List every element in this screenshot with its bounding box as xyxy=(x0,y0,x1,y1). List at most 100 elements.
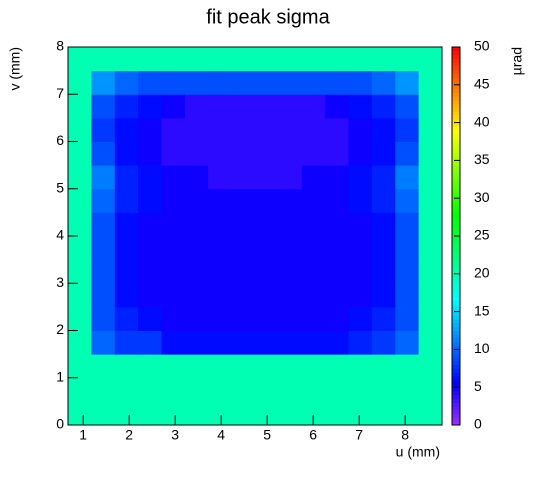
x-tick-label: 8 xyxy=(401,427,409,443)
colorbar-segment xyxy=(452,179,460,184)
heatmap-cell xyxy=(325,377,349,402)
heatmap-cell xyxy=(255,141,279,166)
colorbar-segment xyxy=(452,137,460,142)
colorbar-segment xyxy=(452,54,460,59)
y-tick-label: 2 xyxy=(56,321,64,337)
heatmap-cell xyxy=(301,401,326,426)
colorbar-segment xyxy=(452,160,460,165)
heatmap-cell xyxy=(348,141,373,166)
heatmap-cell xyxy=(418,330,443,355)
colorbar-segment xyxy=(452,141,460,146)
colorbar-segment xyxy=(452,156,460,161)
y-tick-label: 5 xyxy=(56,179,64,195)
heatmap-cell xyxy=(161,354,186,379)
z-tick-label: 45 xyxy=(474,76,490,92)
colorbar-segment xyxy=(452,285,460,290)
heatmap-cell xyxy=(301,354,326,379)
colorbar-segment xyxy=(452,111,460,116)
heatmap-cell xyxy=(278,212,303,237)
heatmap-cell xyxy=(208,354,233,379)
colorbar-segment xyxy=(452,277,460,282)
heatmap-cell xyxy=(114,212,139,237)
heatmap-cell xyxy=(278,47,303,72)
heatmap-cell xyxy=(325,47,349,72)
heatmap-cell xyxy=(255,283,279,308)
heatmap-cell xyxy=(325,165,349,190)
colorbar-segment xyxy=(452,266,460,271)
heatmap-cell xyxy=(138,212,162,237)
heatmap-cell xyxy=(91,283,116,308)
heatmap-cell xyxy=(395,354,420,379)
colorbar-segment xyxy=(452,288,460,294)
heatmap-cell xyxy=(278,259,303,284)
colorbar-segment xyxy=(452,338,460,343)
heatmap-cell xyxy=(208,330,233,355)
colorbar-segment xyxy=(452,198,460,203)
heatmap-cell xyxy=(278,306,303,331)
heatmap-cell xyxy=(91,306,116,331)
heatmap-cell xyxy=(325,306,349,331)
heatmap-cell xyxy=(418,70,443,95)
colorbar-segment xyxy=(452,88,460,93)
heatmap-cell xyxy=(68,377,92,402)
heatmap-cell xyxy=(91,47,116,72)
heatmap-cell xyxy=(138,377,162,402)
colorbar-segment xyxy=(452,273,460,279)
heatmap-cell xyxy=(208,47,233,72)
heatmap-cell xyxy=(114,47,139,72)
heatmap-cell xyxy=(418,94,443,119)
colorbar-segment xyxy=(452,47,460,52)
y-tick-label: 0 xyxy=(56,416,64,432)
heatmap-cell xyxy=(138,188,162,213)
y-tick-label: 4 xyxy=(56,227,64,243)
colorbar-segment xyxy=(452,409,460,415)
heatmap-cell xyxy=(138,141,162,166)
heatmap-cell xyxy=(231,94,256,119)
heatmap-cell xyxy=(325,236,349,261)
heatmap-cell xyxy=(371,117,396,142)
y-axis-label: v (mm) xyxy=(7,47,23,91)
heatmap-cell xyxy=(68,306,92,331)
heatmap-cell xyxy=(184,165,209,190)
heatmap-cell xyxy=(418,47,443,72)
heatmap-cell xyxy=(184,236,209,261)
heatmap-cell xyxy=(184,117,209,142)
heatmap-cell xyxy=(255,401,279,426)
heatmap-cell xyxy=(255,259,279,284)
x-tick-label: 7 xyxy=(355,427,363,443)
z-tick-label: 15 xyxy=(474,302,490,318)
colorbar-segment xyxy=(452,292,460,297)
heatmap-cell xyxy=(418,117,443,142)
z-tick-label: 30 xyxy=(474,189,490,205)
heatmap-cell xyxy=(68,236,92,261)
colorbar-segment xyxy=(452,201,460,207)
heatmap-cell xyxy=(395,188,420,213)
heatmap-cell xyxy=(325,212,349,237)
heatmap-cell xyxy=(301,377,326,402)
colorbar-segment xyxy=(452,236,460,241)
heatmap-cell xyxy=(68,401,92,426)
heatmap-cell xyxy=(91,401,116,426)
heatmap-cell xyxy=(395,70,420,95)
heatmap-cell xyxy=(114,165,139,190)
heatmap-cell xyxy=(325,330,349,355)
heatmap-cell xyxy=(255,212,279,237)
colorbar-segment xyxy=(452,186,460,192)
heatmap-cell xyxy=(231,47,256,72)
colorbar-segment xyxy=(452,330,460,335)
heatmap-cell xyxy=(91,94,116,119)
colorbar-segment xyxy=(452,209,460,214)
heatmap-cell xyxy=(68,188,92,213)
colorbar-segment xyxy=(452,65,460,71)
heatmap-cell xyxy=(325,354,349,379)
heatmap-cell xyxy=(325,259,349,284)
colorbar-segment xyxy=(452,175,460,180)
heatmap-cell xyxy=(348,306,373,331)
y-tick-label: 3 xyxy=(56,274,64,290)
heatmap-cell xyxy=(278,283,303,308)
colorbar-segment xyxy=(452,133,460,139)
colorbar-segment xyxy=(452,296,460,301)
heatmap-cell xyxy=(371,70,396,95)
x-tick-label: 6 xyxy=(309,427,317,443)
